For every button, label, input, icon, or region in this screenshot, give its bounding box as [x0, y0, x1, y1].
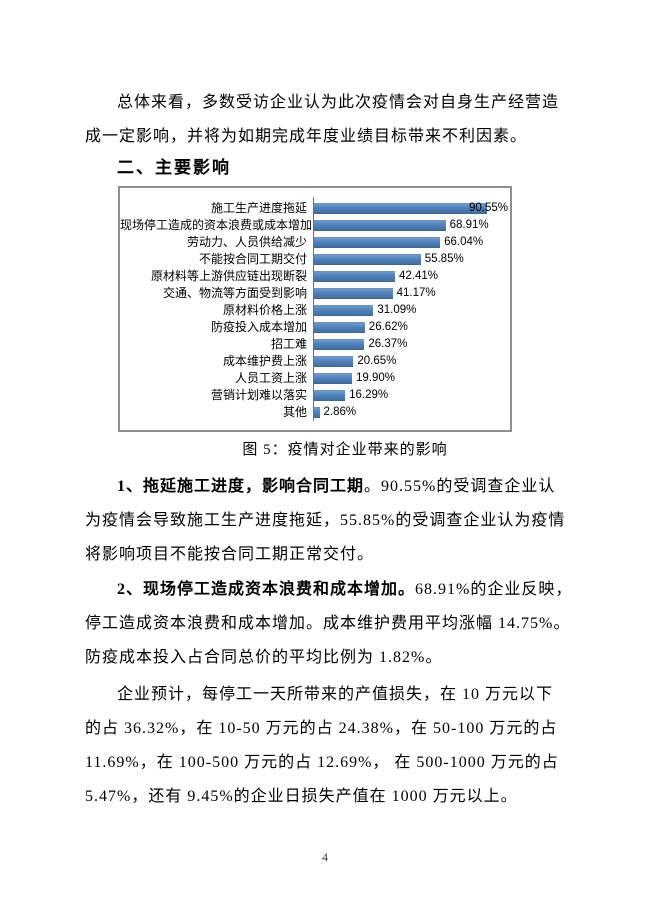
bar — [314, 305, 374, 316]
value-label: 31.09% — [377, 304, 417, 316]
bar — [314, 288, 393, 299]
bar — [314, 254, 421, 265]
value-label: 42.41% — [399, 270, 439, 282]
value-label: 26.37% — [368, 338, 408, 350]
bar-track: 20.65% — [314, 353, 510, 370]
category-label: 招工难 — [270, 337, 307, 351]
value-label: 20.65% — [357, 355, 397, 367]
bar-track: 26.37% — [314, 336, 510, 353]
bar-chart-figure: 施工生产进度拖延 90.55% 现场停工造成的资本浪费或成本增加 68.91% 劳动力、… — [118, 186, 512, 432]
value-label: 55.85% — [424, 253, 464, 265]
chart-row: 人员工资上涨 19.90% — [120, 370, 510, 387]
chart-row: 劳动力、人员供给减少 66.04% — [120, 234, 510, 251]
bar — [314, 339, 365, 350]
bar — [314, 390, 346, 401]
bar — [314, 407, 320, 418]
text-line: 防疫成本投入占合同总价的平均比例为 1.82%。 — [85, 649, 443, 666]
bar — [314, 271, 395, 282]
category-label: 现场停工造成的资本浪费或成本增加 — [120, 218, 312, 232]
value-label: 26.62% — [368, 321, 408, 333]
chart-row: 原材料价格上涨 31.09% — [120, 302, 510, 319]
category-label: 营销计划难以落实 — [210, 388, 307, 402]
bar-track: 55.85% — [314, 251, 510, 268]
text-line: 1、拖延施工进度，影响合同工期。90.55%的受调查企业认 — [85, 470, 567, 504]
text-line: 企业预计，每停工一天所带来的产值损失，在 10 万元以下 — [117, 686, 554, 703]
text-line: 停工造成资本浪费和成本增加。成本维护费用平均涨幅 14.75%。 — [85, 615, 571, 632]
category-label: 不能按合同工期交付 — [198, 252, 307, 266]
chart-row: 施工生产进度拖延 90.55% — [120, 200, 510, 217]
value-label: 41.17% — [396, 287, 436, 299]
chart-row: 交通、物流等方面受到影响 41.17% — [120, 285, 510, 302]
category-label: 人员工资上涨 — [234, 371, 307, 385]
value-label: 66.04% — [444, 236, 484, 248]
text-line: 总体来看，多数受访企业认为此次疫情会对自身生产经营造 — [117, 94, 560, 111]
chart-row: 成本维护费上涨 20.65% — [120, 353, 510, 370]
value-label: 90.55% — [469, 202, 509, 214]
page-number: 4 — [322, 850, 328, 864]
bar-track: 68.91% — [314, 217, 510, 234]
chart-row: 不能按合同工期交付 55.85% — [120, 251, 510, 268]
text-line: 11.69%，在 100-500 万元的占 12.69%， 在 500-1000… — [85, 754, 559, 771]
bar-track: 19.90% — [314, 370, 510, 387]
text-line: 2、现场停工造成资本浪费和成本增加。68.91%的企业反映， — [85, 573, 571, 607]
value-label: 68.91% — [449, 219, 489, 231]
text-line: 将影响项目不能按合同工期正常交付。 — [85, 546, 375, 563]
chart-row: 招工难 26.37% — [120, 336, 510, 353]
bar — [314, 220, 446, 231]
bar — [314, 322, 365, 333]
category-label: 施工生产进度拖延 — [210, 201, 307, 215]
paragraph-2: 2、现场停工造成资本浪费和成本增加。68.91%的企业反映， 停工造成资本浪费和… — [85, 573, 571, 675]
paragraph-2-text: 68.91%的企业反映， — [415, 581, 573, 598]
bar — [314, 356, 354, 367]
bar — [314, 373, 352, 384]
paragraph-2-lead: 2、现场停工造成资本浪费和成本增加。 — [117, 581, 416, 598]
value-label: 16.29% — [349, 389, 389, 401]
bar-track: 16.29% — [314, 387, 510, 404]
chart-row: 现场停工造成的资本浪费或成本增加 68.91% — [120, 217, 510, 234]
category-label: 防疫投入成本增加 — [210, 320, 307, 334]
category-label: 成本维护费上涨 — [222, 354, 307, 368]
bar-track: 66.04% — [314, 234, 510, 251]
chart-axis-line — [313, 197, 314, 421]
text-line: 5.47%，还有 9.45%的企业日损失产值在 1000 万元以上。 — [85, 788, 518, 805]
text-line: 的占 36.32%，在 10-50 万元的占 24.38%，在 50-100 万… — [85, 720, 558, 737]
chart-plot-rows: 施工生产进度拖延 90.55% 现场停工造成的资本浪费或成本增加 68.91% 劳动力、… — [120, 200, 510, 421]
category-label: 原材料等上游供应链出现断裂 — [150, 269, 307, 283]
value-label: 2.86% — [323, 406, 357, 418]
bar — [314, 203, 487, 214]
category-label: 交通、物流等方面受到影响 — [162, 286, 307, 300]
intro-paragraph: 总体来看，多数受访企业认为此次疫情会对自身生产经营造 成一定影响，并将为如期完成… — [85, 86, 567, 154]
category-label: 原材料价格上涨 — [222, 303, 307, 317]
value-label: 19.90% — [356, 372, 396, 384]
category-label: 劳动力、人员供给减少 — [186, 235, 307, 249]
section-heading: 二、主要影响 — [117, 158, 231, 177]
bar — [314, 237, 441, 248]
bar-track: 31.09% — [314, 302, 510, 319]
paragraph-1-lead: 1、拖延施工进度，影响合同工期 — [117, 478, 365, 495]
bar-track: 90.55% — [314, 200, 510, 217]
text-line: 成一定影响，并将为如期完成年度业绩目标带来不利因素。 — [85, 128, 528, 145]
paragraph-1: 1、拖延施工进度，影响合同工期。90.55%的受调查企业认 为疫情会导致施工生产… — [85, 470, 567, 572]
text-line: 为疫情会导致施工生产进度拖延，55.85%的受调查企业认为疫情 — [85, 512, 566, 529]
chart-row: 其他 2.86% — [120, 404, 510, 421]
bar-track: 2.86% — [314, 404, 510, 421]
figure-caption: 图 5：疫情对企业带来的影响 — [242, 442, 448, 458]
bar-track: 26.62% — [314, 319, 510, 336]
chart-row: 营销计划难以落实 16.29% — [120, 387, 510, 404]
paragraph-3: 企业预计，每停工一天所带来的产值损失，在 10 万元以下 的占 36.32%，在… — [85, 678, 567, 814]
paragraph-1-text: 。90.55%的受调查企业认 — [364, 478, 556, 495]
chart-row: 原材料等上游供应链出现断裂 42.41% — [120, 268, 510, 285]
bar-track: 42.41% — [314, 268, 510, 285]
bar-track: 41.17% — [314, 285, 510, 302]
category-label: 其他 — [282, 405, 307, 419]
chart-row: 防疫投入成本增加 26.62% — [120, 319, 510, 336]
